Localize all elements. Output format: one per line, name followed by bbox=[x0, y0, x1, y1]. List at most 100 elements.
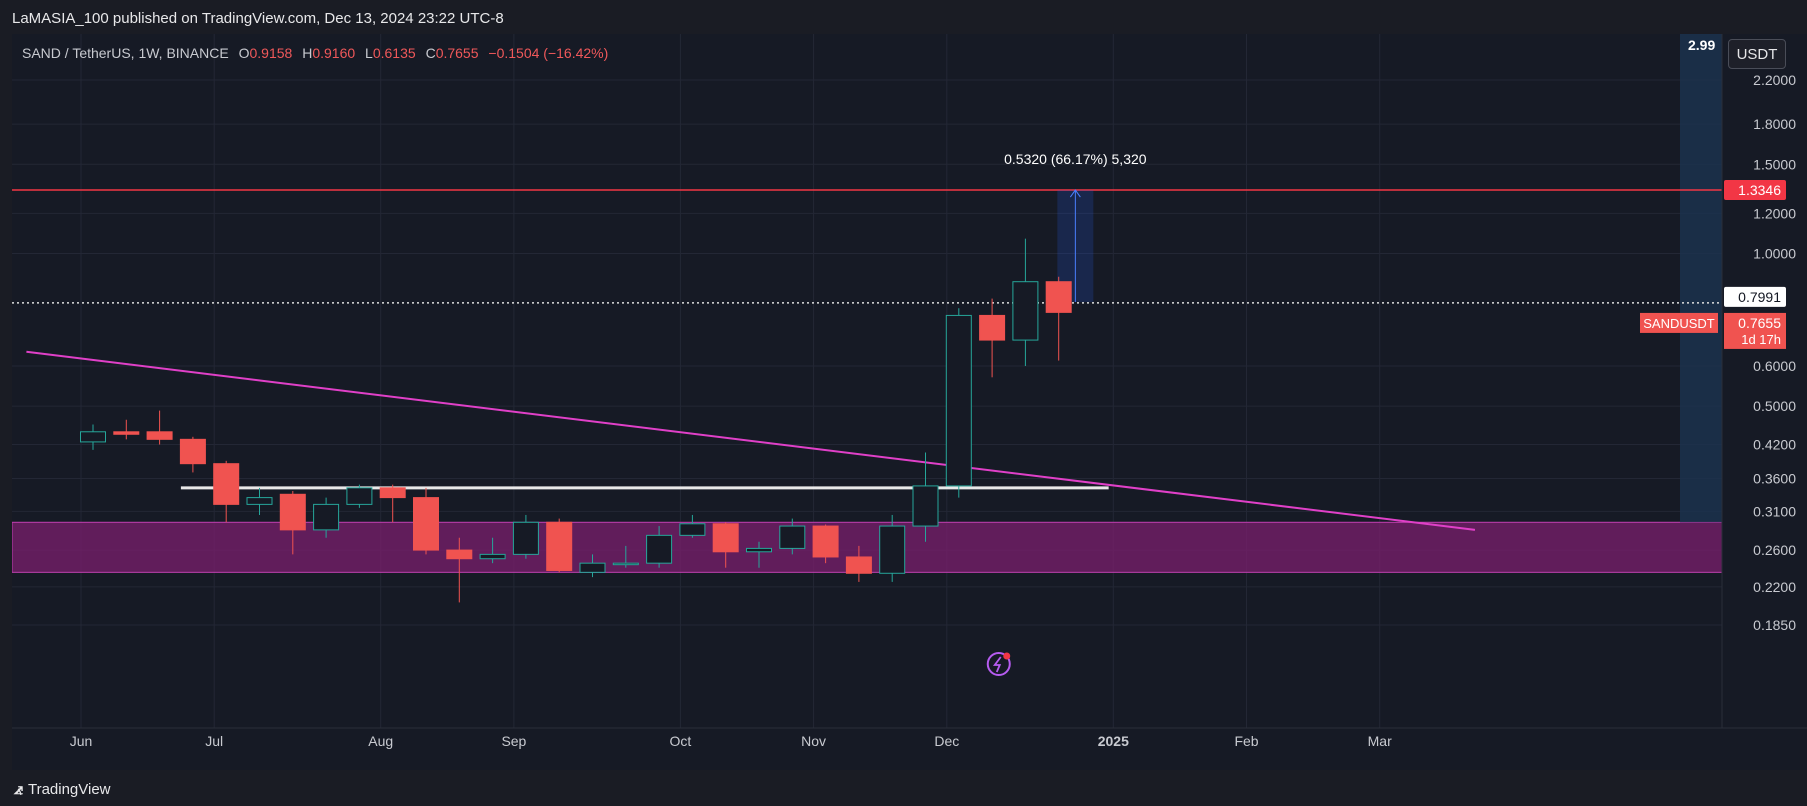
measure-label: 0.5320 (66.17%) 5,320 bbox=[1004, 151, 1147, 167]
price-tick-label: 1.2000 bbox=[1753, 205, 1796, 221]
candle bbox=[279, 491, 306, 555]
candle bbox=[912, 452, 939, 542]
currency-button[interactable]: USDT bbox=[1728, 39, 1786, 69]
candle bbox=[512, 514, 539, 559]
candle-body-down bbox=[279, 493, 306, 531]
chart-area[interactable]: 0.5320 (66.17%) 5,320 2.2000 1.8000 1.5000 1… bbox=[12, 34, 1807, 776]
close-label: C bbox=[425, 45, 436, 61]
time-tick-label: Mar bbox=[1368, 733, 1392, 749]
candle bbox=[879, 514, 906, 582]
candle-body-up bbox=[879, 525, 906, 574]
current-price-badge-bg bbox=[1724, 286, 1786, 307]
price-tick-label: 0.3100 bbox=[1753, 503, 1796, 519]
price-tick-label: 1.0000 bbox=[1753, 246, 1796, 262]
price-tick-label: 0.4200 bbox=[1753, 437, 1796, 453]
candle bbox=[246, 487, 273, 515]
candle bbox=[779, 518, 806, 555]
candle-body-down bbox=[845, 556, 872, 574]
candle-body-down bbox=[379, 487, 406, 499]
candle-body-down bbox=[1045, 281, 1072, 313]
time-tick-label: Nov bbox=[801, 733, 826, 749]
open-value: 0.9158 bbox=[249, 45, 293, 61]
time-axis: Jun Jul Aug Sep Oct Nov Dec 2025 Feb Mar bbox=[12, 727, 1807, 776]
candle bbox=[1045, 276, 1072, 361]
candle-body-up bbox=[346, 487, 373, 505]
time-tick-label: Feb bbox=[1234, 733, 1258, 749]
candle-body-up bbox=[945, 314, 972, 487]
candle bbox=[179, 436, 206, 473]
time-tick-label: Oct bbox=[670, 733, 692, 749]
tradingview-logo-icon: ⦨ bbox=[14, 779, 23, 798]
candle bbox=[812, 524, 839, 564]
ohlc-legend: SAND / TetherUS, 1W, BINANCE O0.9158 H0.… bbox=[22, 45, 608, 61]
candle bbox=[579, 554, 606, 578]
tradingview-brand[interactable]: ⦨ TradingView bbox=[14, 779, 111, 799]
time-tick-label: Dec bbox=[934, 733, 959, 749]
price-tick-label: 0.6000 bbox=[1753, 358, 1796, 374]
time-tick-label: Jun bbox=[70, 733, 93, 749]
price-tick-label: 0.5000 bbox=[1753, 398, 1796, 414]
candle-body-down bbox=[979, 314, 1006, 341]
candle-body-up bbox=[646, 534, 673, 564]
resistance-price-badge-bg bbox=[1724, 180, 1786, 201]
symbol-label: SAND / TetherUS, 1W, BINANCE bbox=[22, 45, 229, 61]
candle-body-up bbox=[579, 562, 606, 573]
candle-body-down bbox=[712, 523, 739, 553]
price-tick-label: 0.2600 bbox=[1753, 542, 1796, 558]
candle bbox=[346, 484, 373, 508]
candle-body-up bbox=[679, 523, 706, 536]
low-label: L bbox=[365, 45, 373, 61]
candle bbox=[313, 497, 340, 538]
candle-body-down bbox=[413, 497, 439, 551]
candle bbox=[379, 484, 406, 523]
candle-body-up bbox=[479, 553, 506, 560]
projection-band bbox=[1680, 34, 1722, 523]
flash-icon-bolt bbox=[992, 656, 1002, 673]
candle bbox=[712, 522, 739, 568]
low-value: 0.6135 bbox=[372, 45, 416, 61]
price-tick-label: 0.3600 bbox=[1753, 470, 1796, 486]
time-tick-label: Jul bbox=[205, 733, 223, 749]
candle bbox=[612, 545, 639, 568]
candle-body-down bbox=[179, 438, 206, 465]
current-price-badge-text: 0.7991 bbox=[1738, 289, 1781, 305]
resistance-price-badge: 1.3346 bbox=[1724, 180, 1786, 201]
price-tick-label: 1.5000 bbox=[1753, 156, 1796, 172]
high-value: 0.9160 bbox=[312, 45, 356, 61]
candle bbox=[446, 537, 473, 603]
symbol-badge-countdown: 1d 17h bbox=[1741, 332, 1781, 347]
footer: ⦨ TradingView bbox=[0, 770, 1807, 806]
flash-icon bbox=[986, 652, 1011, 676]
publisher-bar: LaMASIA_100 published on TradingView.com… bbox=[0, 0, 1807, 34]
price-scale-background bbox=[1722, 34, 1807, 776]
price-scale: 2.2000 1.8000 1.5000 1.2000 1.0000 0.6000 0.50… bbox=[1688, 34, 1807, 776]
flash-icon-dot bbox=[1003, 652, 1011, 660]
brand-name: TradingView bbox=[27, 780, 111, 798]
candle-body-down bbox=[446, 549, 473, 560]
price-tick-label: 0.1850 bbox=[1753, 617, 1796, 633]
open-label: O bbox=[238, 45, 250, 61]
candle bbox=[945, 308, 972, 498]
price-tick-label: 1.8000 bbox=[1753, 116, 1796, 132]
candle-body-down bbox=[146, 431, 173, 440]
symbol-badge-price: 0.7655 bbox=[1738, 315, 1781, 331]
descending-trendline bbox=[26, 350, 1476, 531]
candle-body-up bbox=[512, 521, 539, 555]
price-tick-label: 2.2000 bbox=[1753, 72, 1796, 88]
candle bbox=[546, 518, 573, 573]
candle bbox=[1012, 238, 1039, 367]
symbol-badge-name-bg bbox=[1640, 312, 1718, 333]
candle-body-up bbox=[912, 485, 939, 527]
candle-body-down bbox=[812, 525, 839, 558]
chart-background bbox=[12, 34, 1807, 776]
candle-body-down bbox=[113, 431, 140, 435]
candle bbox=[479, 537, 506, 564]
candle bbox=[80, 424, 106, 450]
candle-body-up bbox=[1012, 281, 1039, 341]
candle-body-up bbox=[612, 562, 639, 566]
price-chart[interactable]: 0.5320 (66.17%) 5,320 2.2000 1.8000 1.5000 1… bbox=[12, 34, 1807, 776]
top-price-label: 2.99 bbox=[1688, 37, 1715, 53]
change-value: −0.1504 (−16.42%) bbox=[488, 45, 609, 61]
close-value: 0.7655 bbox=[435, 45, 479, 61]
